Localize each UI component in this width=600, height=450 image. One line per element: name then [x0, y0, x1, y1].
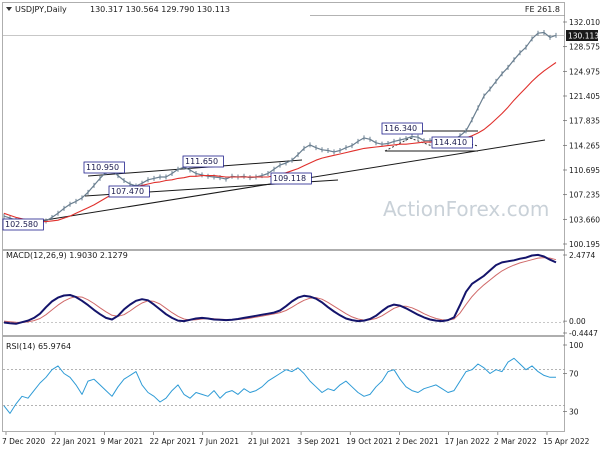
- rsi-axis-label: 70: [569, 370, 579, 379]
- collapse-triangle-icon[interactable]: [6, 7, 12, 11]
- date-axis-label: 15 Apr 2022: [543, 437, 590, 446]
- level-label: 114.410: [434, 138, 467, 147]
- date-axis-label: 9 Mar 2021: [100, 437, 143, 446]
- rsi-reference-lines: [3, 369, 565, 406]
- date-axis-label: 2 Mar 2022: [494, 437, 537, 446]
- price-axis-label: 117.835: [569, 117, 600, 126]
- macd-header: MACD(12,26,9) 1.9030 2.1279: [6, 251, 128, 260]
- date-axis-label: 7 Jun 2021: [199, 437, 240, 446]
- price-axis-label: 124.975: [569, 67, 600, 76]
- price-axis-label: 110.695: [569, 166, 600, 175]
- macd-axis-label: 2.4774: [569, 251, 595, 260]
- level-label-box: [381, 122, 423, 135]
- macd-axis-label: -0.4447: [569, 329, 598, 338]
- level-label: 102.580: [5, 220, 38, 229]
- level-label-box: [270, 172, 312, 185]
- price-axis-label: 107.235: [569, 191, 600, 200]
- level-label-box: [182, 155, 224, 168]
- price-axis-label: 100.195: [569, 240, 600, 249]
- level-label-box: [83, 161, 125, 174]
- fe-level-label: FE 261.8: [525, 5, 560, 14]
- date-axis-label: 17 Jan 2022: [445, 437, 490, 446]
- rsi-header: RSI(14) 65.9764: [6, 342, 71, 351]
- series-layer: [3, 30, 557, 414]
- level-label: 109.118: [273, 174, 306, 183]
- macd-signal-line: [3, 257, 557, 323]
- rsi-panel-frame: [2, 336, 565, 432]
- symbol-label: USDJPY,Daily: [15, 5, 67, 14]
- price-axis-label: 128.575: [569, 43, 600, 52]
- axis-labels: 132.010 128.575 124.975 121.405 117.835 114.2…: [2, 18, 600, 446]
- price-header: USDJPY,Daily 130.317 130.564 129.790 130…: [6, 5, 230, 14]
- price-axis-label: 114.265: [569, 141, 600, 150]
- panel-frames: [2, 2, 565, 432]
- price-panel-frame: [2, 2, 565, 250]
- date-axis-label: 2 Dec 2021: [395, 437, 438, 446]
- rsi-line: [3, 357, 556, 414]
- level-label-box: [431, 136, 473, 149]
- level-label: 111.650: [185, 157, 218, 166]
- level-labels: 102.580 110.950 107.470 111.650 109.118 116.3…: [2, 122, 473, 231]
- price-series-line: [3, 31, 557, 225]
- price-axis-label: 103.660: [569, 215, 600, 224]
- date-axis-label: 19 Oct 2021: [346, 437, 393, 446]
- macd-line: [3, 253, 557, 325]
- date-axis-label: 22 Apr 2021: [150, 437, 197, 446]
- level-label: 110.950: [86, 163, 119, 172]
- date-axis-label: 22 Jan 2021: [51, 437, 96, 446]
- rsi-axis-label: 100: [569, 341, 584, 350]
- level-label-box: [2, 218, 44, 231]
- price-axis-label: 132.010: [569, 18, 600, 27]
- last-price-tag: 130.113: [566, 30, 599, 41]
- level-label: 116.340: [384, 124, 417, 133]
- level-label: 107.470: [111, 187, 144, 196]
- rsi-axis-label: 30: [569, 408, 579, 417]
- level-label-box: [108, 185, 150, 198]
- date-axis-label: 21 Jul 2021: [248, 437, 291, 446]
- price-axis-label: 121.405: [569, 92, 600, 101]
- watermark: ActionForex.com: [383, 197, 549, 221]
- macd-axis-label: 0.00: [569, 317, 586, 326]
- last-price-box: [566, 30, 598, 41]
- last-price-value: 130.113: [568, 32, 599, 41]
- macd-panel-frame: [2, 250, 565, 336]
- ohlc-values: 130.317 130.564 129.790 130.113: [90, 5, 230, 14]
- date-axis-label: 7 Dec 2020: [2, 437, 45, 446]
- date-axis-label: 3 Sep 2021: [297, 437, 340, 446]
